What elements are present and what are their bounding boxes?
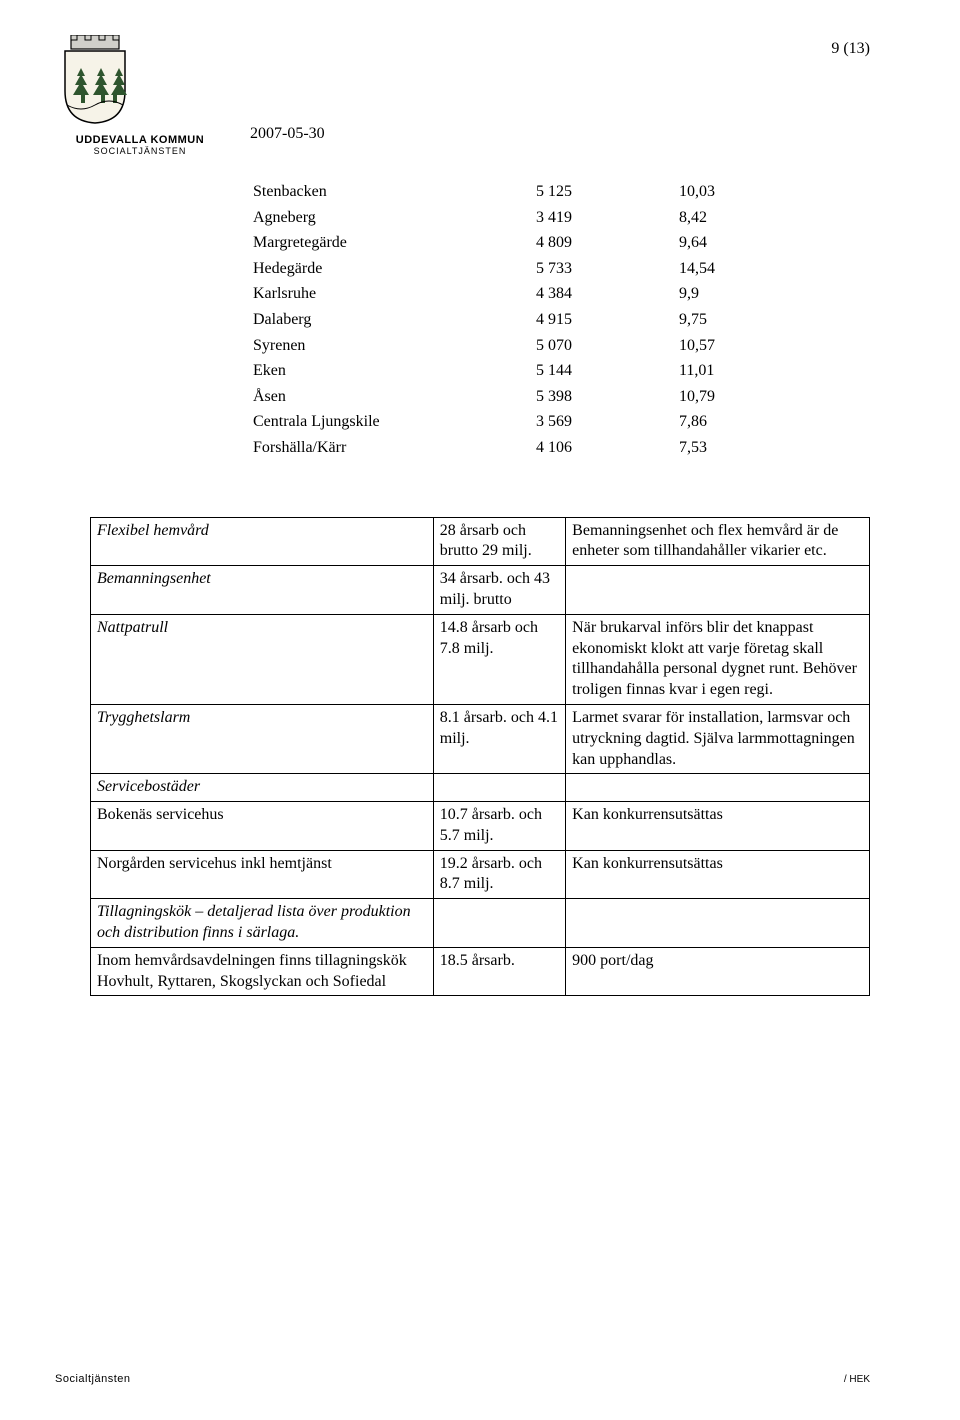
cell-value-a: 4 915 [535,308,676,332]
logo-dept-text: SOCIALTJÄNSTEN [55,146,225,156]
cell-value-b: 14,54 [678,257,799,281]
cell-c2: 18.5 årsarb. [433,947,565,996]
cell-c1: Trygghetslarm [91,704,434,773]
cell-c1: Bemanningsenhet [91,566,434,615]
table-row: Bemanningsenhet34 årsarb. och 43 milj. b… [91,566,870,615]
table-row: Norgården servicehus inkl hemtjänst19.2 … [91,850,870,899]
cell-value-b: 9,9 [678,282,799,306]
table-row: Inom hemvårdsavdelningen finns tillagnin… [91,947,870,996]
cell-c2: 19.2 årsarb. och 8.7 milj. [433,850,565,899]
cell-c3: Kan konkurrensutsättas [566,850,870,899]
table-row: Trygghetslarm8.1 årsarb. och 4.1 milj.La… [91,704,870,773]
table-row: Flexibel hemvård28 årsarb och brutto 29 … [91,517,870,566]
cell-name: Stenbacken [252,180,533,204]
cell-value-b: 11,01 [678,359,799,383]
cell-c1: Flexibel hemvård [91,517,434,566]
cell-c3: När brukarval införs blir det knappast e… [566,614,870,704]
table-row: Forshälla/Kärr4 1067,53 [252,436,799,460]
cell-value-a: 4 809 [535,231,676,255]
values-table: Stenbacken5 12510,03Agneberg3 4198,42Mar… [250,178,801,462]
cell-c3: Bemanningsenhet och flex hemvård är de e… [566,517,870,566]
cell-name: Syrenen [252,334,533,358]
cell-c3: Kan konkurrensutsättas [566,802,870,851]
table-row: Servicebostäder [91,774,870,802]
cell-value-a: 4 106 [535,436,676,460]
cell-name: Centrala Ljungskile [252,410,533,434]
table-row: Syrenen5 07010,57 [252,334,799,358]
cell-c1: Bokenäs servicehus [91,802,434,851]
cell-value-b: 9,75 [678,308,799,332]
cell-value-a: 5 125 [535,180,676,204]
cell-c2: 14.8 årsarb och 7.8 milj. [433,614,565,704]
crest-icon [55,35,135,125]
table-row: Hedegärde5 73314,54 [252,257,799,281]
cell-c3: 900 port/dag [566,947,870,996]
cell-name: Margretegärde [252,231,533,255]
cell-value-b: 10,57 [678,334,799,358]
table-row: Bokenäs servicehus10.7 årsarb. och 5.7 m… [91,802,870,851]
cell-c1: Norgården servicehus inkl hemtjänst [91,850,434,899]
cell-c2: 28 årsarb och brutto 29 milj. [433,517,565,566]
cell-value-a: 4 384 [535,282,676,306]
table-row: Tillagningskök – detaljerad lista över p… [91,899,870,948]
details-table: Flexibel hemvård28 årsarb och brutto 29 … [90,517,870,997]
cell-name: Forshälla/Kärr [252,436,533,460]
table-row: Åsen5 39810,79 [252,385,799,409]
cell-value-b: 10,79 [678,385,799,409]
cell-value-a: 5 398 [535,385,676,409]
cell-c2 [433,899,565,948]
cell-c1: Inom hemvårdsavdelningen finns tillagnin… [91,947,434,996]
table-row: Nattpatrull14.8 årsarb och 7.8 milj.När … [91,614,870,704]
cell-c2: 10.7 årsarb. och 5.7 milj. [433,802,565,851]
table-row: Dalaberg4 9159,75 [252,308,799,332]
document-date: 2007-05-30 [250,125,870,143]
cell-c3 [566,566,870,615]
page-number: 9 (13) [831,40,870,58]
cell-value-b: 7,86 [678,410,799,434]
cell-value-a: 3 569 [535,410,676,434]
cell-value-a: 5 144 [535,359,676,383]
table-row: Margretegärde4 8099,64 [252,231,799,255]
logo-block: UDDEVALLA KOMMUN SOCIALTJÄNSTEN [55,35,225,156]
table-row: Agneberg3 4198,42 [252,206,799,230]
cell-value-a: 3 419 [535,206,676,230]
cell-value-b: 8,42 [678,206,799,230]
cell-value-a: 5 070 [535,334,676,358]
table-row: Karlsruhe4 3849,9 [252,282,799,306]
cell-c3 [566,899,870,948]
cell-c2: 8.1 årsarb. och 4.1 milj. [433,704,565,773]
cell-name: Agneberg [252,206,533,230]
logo-org-text: UDDEVALLA KOMMUN [55,134,225,146]
footer-left: Socialtjänsten [55,1373,131,1385]
cell-c3: Larmet svarar för installation, larmsvar… [566,704,870,773]
cell-c1: Tillagningskök – detaljerad lista över p… [91,899,434,948]
cell-name: Hedegärde [252,257,533,281]
cell-name: Dalaberg [252,308,533,332]
cell-c2: 34 årsarb. och 43 milj. brutto [433,566,565,615]
cell-c2 [433,774,565,802]
page: 9 (13) UDDEVALLA KOMMUN SOCIALTJÄNSTEN 2… [0,0,960,1420]
table-row: Stenbacken5 12510,03 [252,180,799,204]
table-row: Eken5 14411,01 [252,359,799,383]
cell-name: Karlsruhe [252,282,533,306]
table-row: Centrala Ljungskile3 5697,86 [252,410,799,434]
cell-name: Åsen [252,385,533,409]
cell-value-a: 5 733 [535,257,676,281]
cell-c3 [566,774,870,802]
footer-right: / HEK [844,1374,870,1385]
cell-c1: Nattpatrull [91,614,434,704]
cell-value-b: 10,03 [678,180,799,204]
cell-value-b: 7,53 [678,436,799,460]
cell-c1: Servicebostäder [91,774,434,802]
cell-value-b: 9,64 [678,231,799,255]
cell-name: Eken [252,359,533,383]
